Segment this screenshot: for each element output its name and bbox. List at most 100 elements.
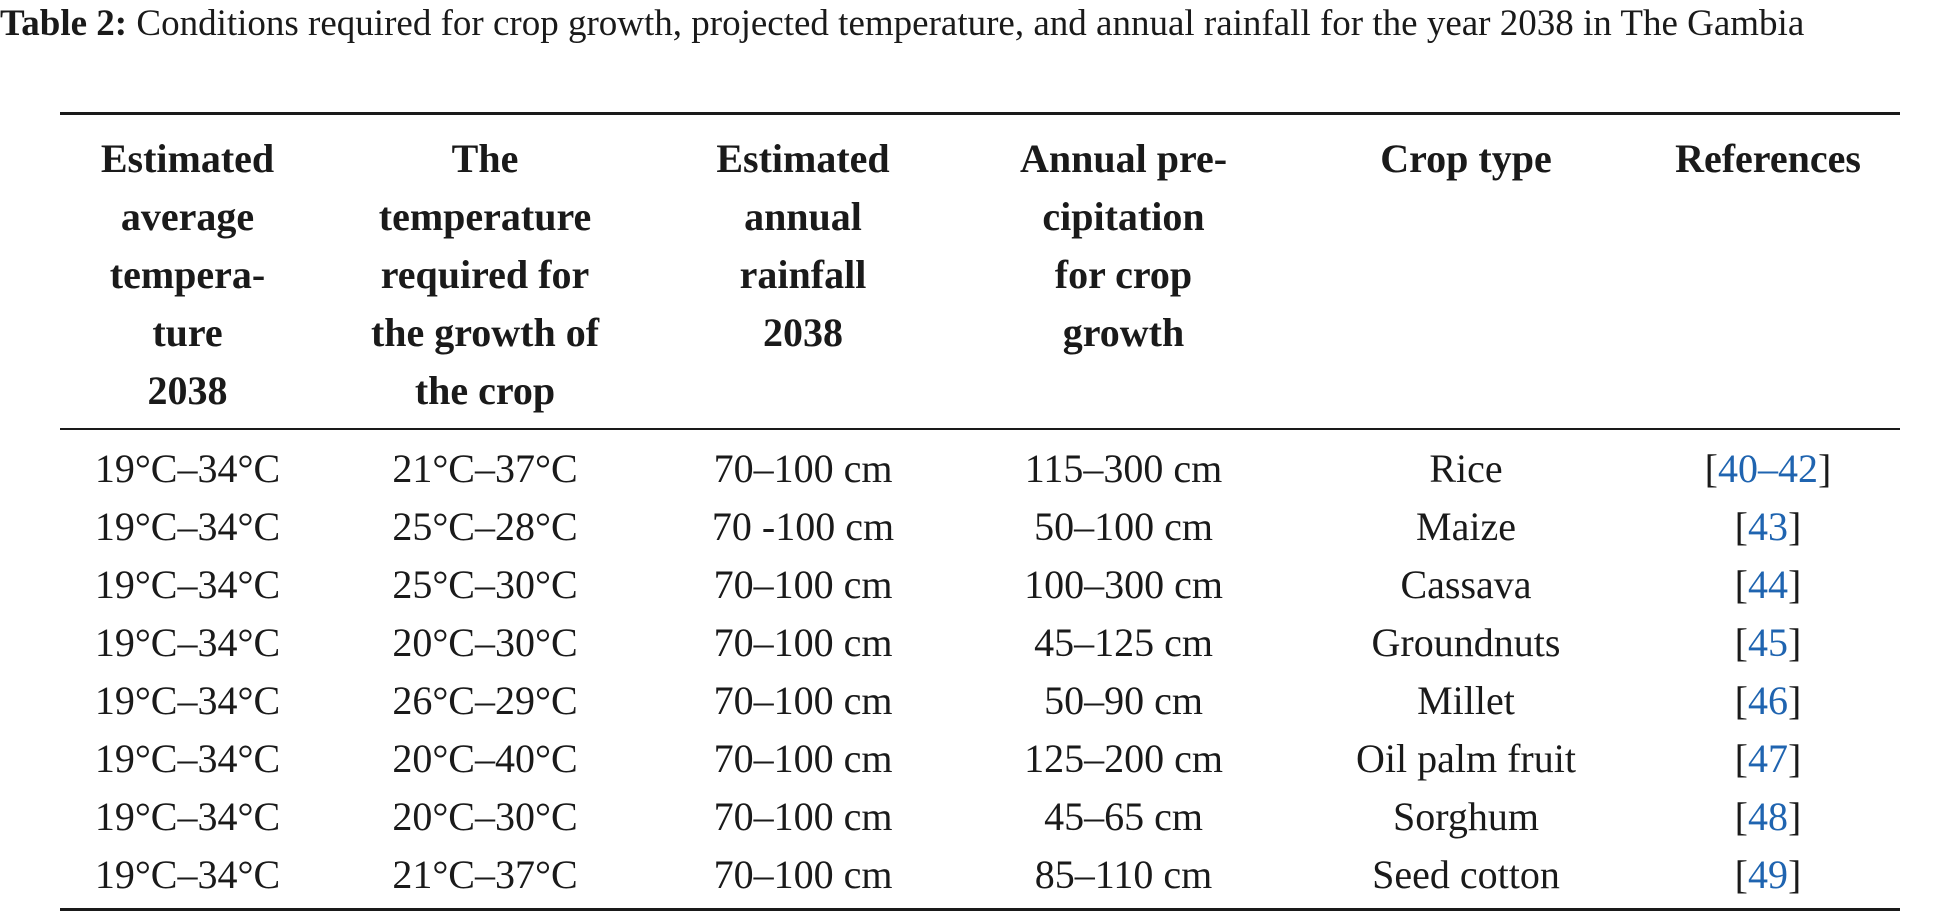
cell-required-temp: 20°C–30°C (392, 794, 578, 839)
header-line: References (1675, 136, 1861, 181)
cell-rainfall: 70–100 cm (713, 736, 893, 781)
cell-avg-temp: 19°C–34°C (94, 562, 281, 607)
table-caption: Table 2: Conditions required for crop gr… (0, 0, 1955, 48)
ref-close-bracket: ] (1788, 736, 1802, 781)
reference-link[interactable]: 42 (1778, 446, 1818, 491)
cell-crop-type: Rice (1429, 446, 1503, 491)
cell-avg-temp: 19°C–34°C (94, 504, 281, 549)
cell-references: [40–42] (1636, 429, 1900, 498)
reference-link[interactable]: 45 (1748, 620, 1788, 665)
table-row: 19°C–34°C 26°C–29°C 70–100 cm 50–90 cm Mille… (60, 672, 1900, 730)
cell-avg-temp: 19°C–34°C (94, 620, 281, 665)
cell-precipitation: 115–300 cm (1024, 446, 1223, 491)
header-annual-rainfall-2038: Estimated annual rainfall 2038 (655, 114, 951, 430)
header-line: average (120, 194, 255, 239)
ref-close-bracket: ] (1788, 562, 1802, 607)
header-line: cipitation (1042, 194, 1205, 239)
ref-open-bracket: [ (1734, 620, 1748, 665)
header-line: temperature (378, 194, 592, 239)
header-line: for crop (1054, 252, 1193, 297)
cell-rainfall: 70–100 cm (713, 678, 893, 723)
cell-rainfall: 70–100 cm (713, 620, 893, 665)
ref-close-bracket: ] (1788, 794, 1802, 839)
header-line: Estimated (716, 136, 890, 181)
cell-references: [46] (1636, 672, 1900, 730)
ref-open-bracket: [ (1734, 504, 1748, 549)
header-line: The (451, 136, 519, 181)
ref-close-bracket: ] (1788, 504, 1802, 549)
caption-label: Table 2: (0, 3, 128, 44)
cell-required-temp: 20°C–40°C (392, 736, 578, 781)
cell-precipitation: 45–125 cm (1034, 620, 1213, 665)
header-line: required for (380, 252, 590, 297)
table-row: 19°C–34°C 20°C–30°C 70–100 cm 45–125 cm Grou… (60, 614, 1900, 672)
ref-open-bracket: [ (1734, 794, 1748, 839)
cell-precipitation: 50–90 cm (1044, 678, 1203, 723)
header-line: 2038 (763, 310, 843, 355)
header-avg-temp-2038: Estimated average tempera- ture 2038 (60, 114, 315, 430)
cell-avg-temp: 19°C–34°C (94, 678, 281, 723)
cell-avg-temp: 19°C–34°C (94, 446, 281, 491)
table-row: 19°C–34°C 20°C–40°C 70–100 cm 125–200 cm Oil… (60, 730, 1900, 788)
cell-avg-temp: 19°C–34°C (94, 794, 281, 839)
header-row: Estimated average tempera- ture 2038 The… (60, 113, 1900, 430)
header-line: rainfall (739, 252, 867, 297)
cell-required-temp: 25°C–30°C (392, 562, 578, 607)
reference-link[interactable]: 49 (1748, 852, 1788, 897)
crop-conditions-table-container: Estimated average tempera- ture 2038 The… (60, 112, 1900, 911)
header-line: the crop (414, 368, 556, 413)
ref-open-bracket: [ (1734, 852, 1748, 897)
cell-precipitation: 85–110 cm (1034, 852, 1213, 897)
header-line: the growth of (370, 310, 600, 355)
cell-crop-type: Groundnuts (1371, 620, 1561, 665)
ref-close-bracket: ] (1788, 678, 1802, 723)
header-line: annual (744, 194, 862, 239)
reference-link[interactable]: 48 (1748, 794, 1788, 839)
cell-references: [45] (1636, 614, 1900, 672)
cell-rainfall: 70–100 cm (713, 562, 893, 607)
cell-rainfall: 70–100 cm (713, 852, 893, 897)
cell-references: [48] (1636, 788, 1900, 846)
header-crop-type: Crop type (1296, 114, 1636, 430)
reference-range-separator: – (1758, 446, 1778, 491)
cell-crop-type: Sorghum (1393, 794, 1539, 839)
cell-references: [49] (1636, 846, 1900, 910)
cell-avg-temp: 19°C–34°C (94, 852, 281, 897)
cell-crop-type: Maize (1416, 504, 1516, 549)
header-line: Crop type (1380, 136, 1552, 181)
ref-close-bracket: ] (1788, 620, 1802, 665)
table-row: 19°C–34°C 25°C–30°C 70–100 cm 100–300 cm Cas… (60, 556, 1900, 614)
cell-crop-type: Millet (1417, 678, 1515, 723)
header-line: Estimated (100, 136, 275, 181)
cell-crop-type: Seed cotton (1372, 852, 1560, 897)
header-line: Annual pre- (1019, 136, 1228, 181)
ref-close-bracket: ] (1788, 852, 1802, 897)
cell-precipitation: 100–300 cm (1024, 562, 1223, 607)
reference-link[interactable]: 43 (1748, 504, 1788, 549)
crop-conditions-table: Estimated average tempera- ture 2038 The… (60, 112, 1900, 911)
cell-precipitation: 50–100 cm (1034, 504, 1213, 549)
cell-required-temp: 21°C–37°C (392, 446, 578, 491)
cell-crop-type: Oil palm fruit (1356, 736, 1576, 781)
cell-rainfall: 70 -100 cm (711, 504, 895, 549)
cell-avg-temp: 19°C–34°C (94, 736, 281, 781)
ref-open-bracket: [ (1734, 678, 1748, 723)
reference-link[interactable]: 40 (1718, 446, 1758, 491)
header-line: 2038 (147, 368, 228, 413)
reference-link[interactable]: 44 (1748, 562, 1788, 607)
cell-references: [44] (1636, 556, 1900, 614)
reference-link[interactable]: 47 (1748, 736, 1788, 781)
cell-required-temp: 26°C–29°C (392, 678, 578, 723)
header-references: References (1636, 114, 1900, 430)
header-required-temp: The temperature required for the growth … (315, 114, 655, 430)
cell-rainfall: 70–100 cm (713, 446, 893, 491)
header-line: growth (1062, 310, 1185, 355)
table-row: 19°C–34°C 21°C–37°C 70–100 cm 85–110 cm Seed… (60, 846, 1900, 910)
cell-required-temp: 25°C–28°C (392, 504, 578, 549)
header-line: tempera- (109, 252, 266, 297)
reference-link[interactable]: 46 (1748, 678, 1788, 723)
cell-references: [47] (1636, 730, 1900, 788)
table-row: 19°C–34°C 25°C–28°C 70 -100 cm 50–100 cm Mai… (60, 498, 1900, 556)
ref-open-bracket: [ (1734, 736, 1748, 781)
table-body: 19°C–34°C 21°C–37°C 70–100 cm 115–300 cm Ric… (60, 429, 1900, 910)
